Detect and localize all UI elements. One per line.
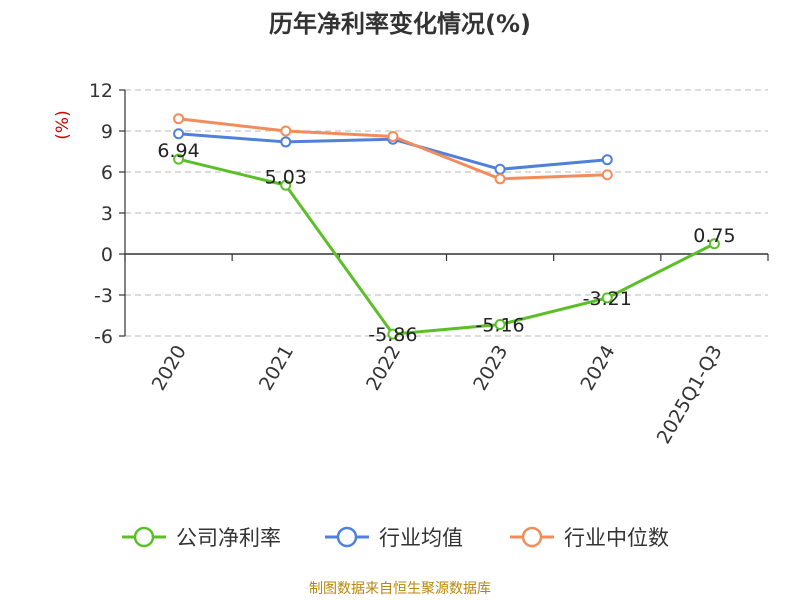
y-tick-label: 6 — [101, 162, 113, 184]
data-label: 5.03 — [265, 166, 307, 188]
x-tick-label: 2022 — [362, 342, 405, 395]
data-label: 0.75 — [693, 225, 735, 247]
legend: 公司净利率 行业均值 行业中位数 — [122, 526, 669, 550]
legend-swatch-marker — [336, 526, 358, 548]
data-label: 6.94 — [157, 140, 199, 162]
data-point — [494, 319, 506, 331]
legend-label: 公司净利率 — [176, 526, 281, 550]
footer-source: 制图数据来自恒生聚源数据库 — [309, 581, 491, 597]
legend-label: 行业均值 — [379, 526, 463, 550]
data-point — [280, 125, 292, 137]
data-label: -3.21 — [583, 288, 632, 310]
x-tick-label: 2020 — [148, 342, 191, 395]
data-point — [601, 154, 613, 166]
data-point — [708, 238, 720, 250]
y-tick-label: 3 — [101, 203, 113, 225]
legend-swatch-marker — [133, 526, 155, 548]
data-point — [387, 130, 399, 142]
grid-lines — [125, 89, 768, 337]
legend-swatch-marker — [521, 526, 543, 548]
x-tick-label: 2025Q1-Q3 — [653, 342, 727, 448]
data-point — [173, 153, 185, 165]
y-tick-label: -3 — [94, 285, 113, 307]
series-line-0 — [178, 157, 716, 336]
data-label: -5.16 — [475, 315, 524, 337]
y-tick-label: 12 — [89, 80, 113, 102]
data-point — [601, 169, 613, 181]
data-labels: 6.94 5.03 -5.86 -5.16 -3.21 0.75 — [157, 140, 735, 346]
data-point — [280, 136, 292, 148]
data-point — [601, 292, 613, 304]
data-point — [173, 113, 185, 125]
y-tick-label: -6 — [94, 326, 113, 348]
data-point — [494, 163, 506, 175]
y-tick-label: 9 — [101, 121, 113, 143]
x-tick-label: 2023 — [469, 342, 512, 395]
data-point — [494, 173, 506, 185]
data-label: -5.86 — [368, 324, 417, 346]
legend-label: 行业中位数 — [564, 526, 669, 550]
chart-title: 历年净利率变化情况(%) — [269, 10, 531, 38]
x-tick-label: 2021 — [255, 342, 298, 395]
x-tick-label: 2024 — [576, 342, 619, 395]
data-point — [280, 179, 292, 191]
y-tick-labels: 12 9 6 3 0 -3 -6 — [89, 80, 113, 348]
axes — [119, 89, 769, 337]
data-point — [173, 128, 185, 140]
x-tick-labels: 2020 2021 2022 2023 2024 2025Q1-Q3 — [148, 342, 727, 448]
series-line-2 — [178, 117, 608, 181]
series-lines — [173, 113, 720, 340]
data-point — [387, 328, 399, 340]
y-axis-label: (%) — [53, 110, 73, 139]
y-tick-label: 0 — [101, 244, 113, 266]
